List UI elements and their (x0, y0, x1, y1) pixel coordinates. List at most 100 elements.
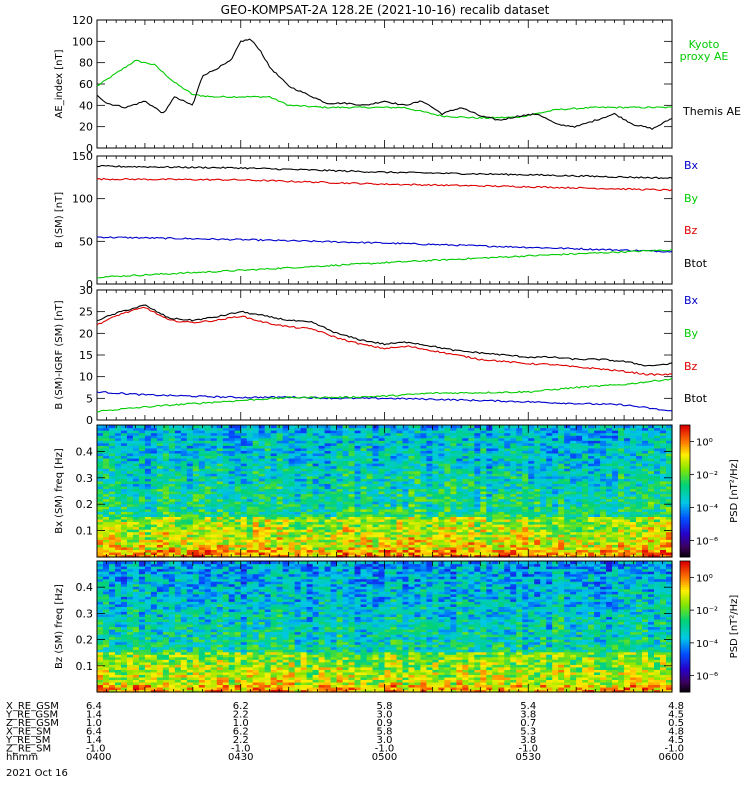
spectrogram-cell (516, 468, 523, 472)
spectrogram-cell (546, 493, 553, 497)
spectrogram-cell (198, 541, 206, 545)
spectrogram-cell (120, 450, 128, 454)
spectrogram-cell (270, 491, 278, 495)
spectrogram-cell (504, 458, 511, 462)
spectrogram-cell (144, 478, 152, 482)
spectrogram-cell (192, 435, 200, 439)
spectrogram-cell (97, 524, 104, 528)
spectrogram-cell (300, 516, 308, 520)
spectrogram-cell (162, 493, 170, 497)
spectrogram-cell (456, 524, 463, 528)
spectrogram-cell (294, 521, 302, 525)
spectrogram-cell (156, 529, 164, 533)
spectrogram-cell (576, 493, 583, 497)
spectrogram-cell (120, 544, 128, 548)
spectrogram-cell (360, 432, 368, 436)
spectrogram-cell (276, 496, 284, 500)
spectrogram-cell (348, 521, 356, 525)
spectrogram-cell (372, 544, 380, 548)
spectrogram-cell (102, 539, 110, 543)
spectrogram-cell (600, 440, 607, 444)
spectrogram-cell (312, 511, 320, 515)
spectrogram-cell (294, 541, 302, 545)
spectrogram-cell (432, 437, 440, 441)
spectrogram-cell (546, 440, 553, 444)
y-tick-label: 100 (72, 193, 93, 206)
spectrogram-cell (546, 465, 553, 469)
spectrogram-cell (288, 539, 296, 543)
spectrogram-cell (432, 480, 440, 484)
spectrogram-cell (480, 513, 487, 517)
spectrogram-cell (192, 546, 200, 550)
spectrogram-cell (414, 541, 422, 545)
spectrogram-cell (222, 544, 230, 548)
spectrogram-cell (210, 447, 218, 451)
spectrogram-cell (240, 544, 248, 548)
spectrogram-cell (552, 432, 559, 436)
spectrogram-cell (240, 452, 248, 457)
spectrogram-cell (180, 531, 188, 535)
spectrogram-cell (210, 427, 218, 431)
spectrogram-cell (516, 493, 523, 497)
spectrogram-cell (504, 460, 511, 464)
spectrogram-cell (228, 468, 236, 472)
spectrogram-cell (210, 534, 218, 538)
spectrogram-cell (240, 521, 248, 525)
spectrogram-cell (234, 478, 242, 482)
spectrogram-cell (270, 534, 278, 538)
spectrogram-cell (468, 546, 475, 550)
spectrogram-cell (162, 511, 170, 515)
spectrogram-cell (552, 483, 559, 487)
spectrogram-cell (450, 478, 457, 482)
spectrogram-cell (198, 488, 206, 492)
spectrogram-cell (360, 468, 368, 472)
spectrogram-cell (180, 488, 188, 492)
spectrogram-cell (252, 506, 260, 510)
spectrogram-cell (456, 475, 463, 479)
spectrogram-cell (384, 480, 392, 484)
spectrogram-cell (354, 440, 362, 444)
spectrogram-cell (540, 554, 547, 558)
spectrogram-cell (186, 452, 194, 457)
spectrogram-cell (558, 541, 565, 545)
spectrogram-cell (390, 526, 398, 530)
spectrogram-cell (348, 549, 356, 553)
spectrogram-cell (108, 536, 116, 540)
spectrogram-cell (510, 529, 517, 533)
spectrogram-cell (432, 551, 440, 556)
spectrogram-cell (498, 465, 505, 469)
spectrogram-cell (204, 503, 212, 507)
spectrogram-cell (486, 463, 493, 467)
spectrogram-cell (300, 483, 308, 487)
spectrogram-cell (306, 463, 314, 467)
spectrogram-cell (156, 498, 164, 502)
spectrogram-cell (528, 468, 535, 472)
spectrogram-cell (552, 430, 559, 434)
spectrogram-cell (97, 485, 104, 490)
spectrogram-cell (97, 480, 104, 484)
spectrogram-cell (186, 488, 194, 492)
spectrogram-cell (102, 483, 110, 487)
spectrogram-cell (510, 536, 517, 540)
spectrogram-cell (288, 518, 296, 523)
spectrogram-cell (288, 501, 296, 505)
spectrogram-cell (228, 491, 236, 495)
spectrogram-cell (354, 480, 362, 484)
spectrogram-cell (432, 508, 440, 512)
spectrogram-cell (516, 435, 523, 439)
spectrogram-cell (138, 531, 146, 535)
spectrogram-cell (378, 539, 386, 543)
spectrogram-cell (552, 506, 559, 510)
spectrogram-cell (582, 447, 589, 451)
spectrogram-cell (168, 501, 176, 505)
spectrogram-cell (312, 501, 320, 505)
spectrogram-cell (390, 447, 398, 451)
spectrogram-cell (414, 544, 422, 548)
spectrogram-cell (276, 445, 284, 449)
spectrogram-cell (330, 450, 338, 454)
spectrogram-cell (600, 465, 607, 469)
spectrogram-cell (102, 491, 110, 495)
spectrogram-cell (510, 470, 517, 474)
spectrogram-cell (282, 427, 290, 431)
spectrogram-cell (438, 511, 445, 515)
